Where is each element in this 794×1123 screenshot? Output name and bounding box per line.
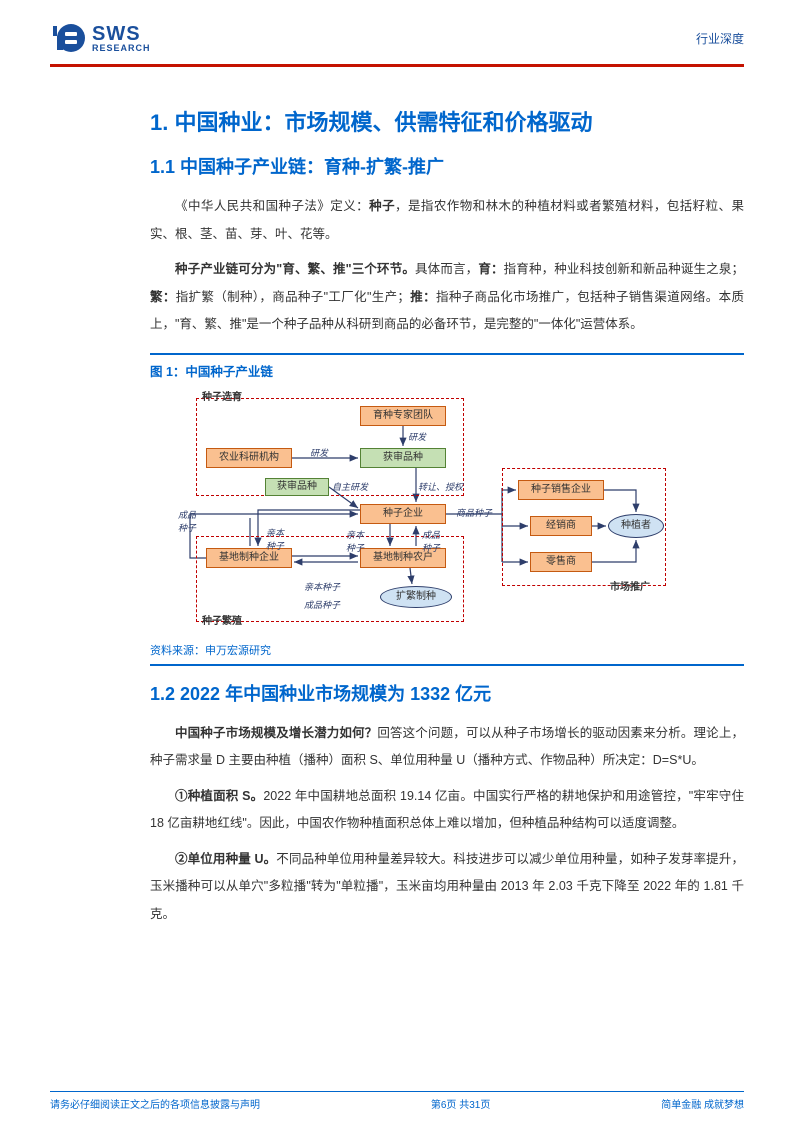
diagram-region-label: 种子繁殖 [202,612,242,627]
doc-type-label: 行业深度 [696,30,744,47]
diagram-edge-label: 成品 种子 [178,508,196,534]
footer-slogan: 简单金融 成就梦想 [661,1096,744,1111]
diagram-region-label: 市场推广 [610,578,650,593]
diagram-edge-label: 亲本 种子 [266,526,284,552]
paragraph-5: ②单位用种量 U。不同品种单位用种量差异较大。科技进步可以减少单位用种量，如种子… [150,846,744,929]
diagram-edge-label: 转让、授权 [418,480,463,493]
logo: SWS RESEARCH [50,20,151,56]
paragraph-2: 种子产业链可分为"育、繁、推"三个环节。具体而言，育：指育种，种业科技创新和新品… [150,256,744,339]
diagram-edge-label: 成品种子 [304,598,340,611]
section-1-2-heading: 1.2 2022 年中国种业市场规模为 1332 亿元 [150,680,744,706]
diagram-node: 农业科研机构 [206,448,292,468]
diagram-edge-label: 亲本种子 [304,580,340,593]
page-footer: 请务必仔细阅读正文之后的各项信息披露与声明 第6页 共31页 简单金融 成就梦想 [50,1091,744,1111]
diagram-edge-label: 自主研发 [332,480,368,493]
footer-page-number: 第6页 共31页 [431,1096,490,1111]
page-header: SWS RESEARCH 行业深度 [50,20,744,60]
diagram-region-label: 种子选育 [202,388,242,403]
diagram-node: 扩繁制种 [380,586,452,608]
diagram-node: 种植者 [608,514,664,538]
diagram-edge-label: 商品种子 [456,506,492,519]
paragraph-3: 中国种子市场规模及增长潜力如何？回答这个问题，可以从种子市场增长的驱动因素来分析… [150,720,744,775]
diagram-node: 获审品种 [360,448,446,468]
paragraph-4: ①种植面积 S。2022 年中国耕地总面积 19.14 亿亩。中国实行严格的耕地… [150,783,744,838]
diagram-node: 获审品种 [265,478,329,496]
diagram-node: 零售商 [530,552,592,572]
diagram-node: 育种专家团队 [360,406,446,426]
figure-1-diagram: 种子选育种子繁殖市场推广育种专家团队农业科研机构获审品种获审品种种子企业基地制种… [150,388,670,628]
logo-mark-icon [50,20,86,56]
diagram-node: 种子企业 [360,504,446,524]
diagram-edge-label: 成品 种子 [422,528,440,554]
logo-main-text: SWS [92,24,151,44]
section-1-heading: 1. 中国种业：市场规模、供需特征和价格驱动 [150,105,744,137]
footer-disclaimer: 请务必仔细阅读正文之后的各项信息披露与声明 [50,1096,260,1111]
paragraph-1: 《中华人民共和国种子法》定义：种子，是指农作物和林木的种植材料或者繁殖材料，包括… [150,193,744,248]
diagram-edge-label: 研发 [408,430,426,443]
section-1-1-heading: 1.1 中国种子产业链：育种-扩繁-推广 [150,153,744,179]
figure-1-caption: 图 1：中国种子产业链 [150,353,744,380]
figure-1-source: 资料来源：申万宏源研究 [150,636,744,666]
diagram-edge-label: 研发 [310,446,328,459]
logo-sub-text: RESEARCH [92,44,151,53]
diagram-node: 种子销售企业 [518,480,604,500]
diagram-edge-label: 亲本 种子 [346,528,364,554]
diagram-node: 经销商 [530,516,592,536]
